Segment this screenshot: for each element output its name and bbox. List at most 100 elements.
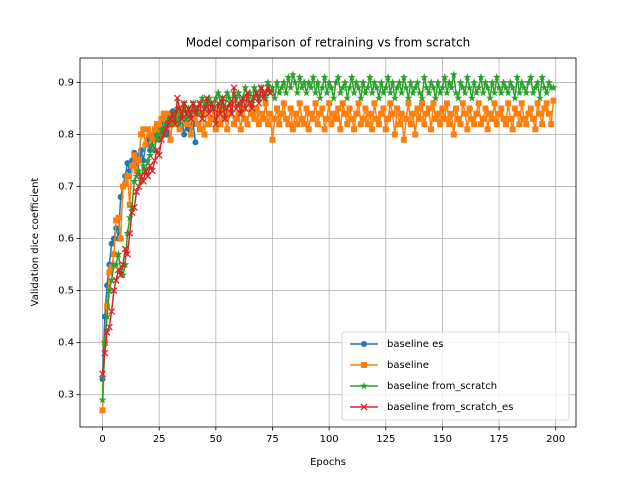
legend-box [341, 331, 570, 421]
point [140, 157, 147, 164]
point [99, 370, 107, 378]
point [291, 78, 300, 86]
series [99, 84, 274, 378]
point [194, 105, 202, 112]
point [514, 110, 521, 117]
point [158, 115, 165, 122]
point [341, 78, 349, 86]
point [107, 276, 116, 284]
point [212, 120, 220, 128]
point [474, 83, 483, 92]
point [128, 209, 136, 217]
point [317, 110, 324, 117]
point [264, 84, 272, 92]
point [201, 131, 208, 138]
point [253, 105, 260, 112]
point [361, 362, 367, 368]
point [360, 381, 368, 390]
point [520, 83, 528, 92]
point [146, 151, 155, 159]
point [462, 110, 469, 117]
point [416, 115, 423, 122]
point [371, 100, 378, 107]
series [98, 70, 558, 404]
point [336, 88, 345, 97]
point [504, 88, 513, 97]
point [502, 121, 509, 128]
point [307, 83, 315, 92]
point [125, 213, 134, 222]
point [314, 121, 321, 128]
point [441, 115, 448, 122]
point [396, 121, 403, 128]
point [288, 70, 297, 79]
point [198, 115, 206, 123]
point [108, 264, 115, 271]
point [140, 126, 147, 133]
point [214, 88, 223, 97]
point [248, 99, 257, 107]
point [507, 115, 514, 122]
point [318, 83, 327, 92]
point [298, 115, 305, 122]
point [480, 115, 487, 122]
point [419, 100, 426, 107]
point [128, 203, 136, 211]
point [386, 88, 395, 97]
point [153, 146, 161, 154]
point [487, 110, 494, 117]
point [237, 126, 244, 133]
point [450, 131, 457, 138]
point [394, 105, 401, 112]
point [532, 126, 539, 133]
point [162, 119, 170, 128]
point [162, 125, 170, 133]
point [393, 83, 402, 92]
point [266, 89, 274, 97]
point [527, 105, 534, 112]
point [103, 328, 111, 336]
point [117, 235, 124, 242]
y-tick-label: 0.4 [58, 338, 74, 349]
point [132, 171, 141, 180]
y-tick-label: 0.3 [58, 390, 74, 401]
point [365, 73, 374, 81]
x-tick-label: 25 [153, 434, 166, 445]
point [423, 110, 430, 117]
point [198, 93, 207, 102]
point [544, 78, 553, 86]
y-axis-label: Validation dice coefficient [30, 178, 41, 307]
point [321, 126, 328, 133]
point [449, 70, 458, 79]
point [135, 157, 142, 164]
point [273, 78, 282, 86]
point [133, 188, 140, 196]
point [186, 109, 195, 118]
point [404, 93, 413, 102]
point [310, 115, 317, 122]
point [326, 100, 333, 107]
point [370, 78, 379, 86]
point [212, 126, 219, 133]
point [157, 125, 166, 133]
point [389, 110, 396, 117]
point [323, 115, 330, 122]
point [464, 126, 471, 133]
point [157, 136, 165, 144]
point [260, 115, 267, 122]
point [225, 93, 234, 102]
point [167, 136, 174, 143]
point [115, 214, 122, 221]
point [406, 78, 415, 86]
point [522, 88, 531, 97]
point [261, 93, 270, 102]
point [359, 78, 368, 86]
point [211, 93, 220, 102]
point [431, 93, 440, 102]
point [377, 78, 386, 86]
point [380, 105, 387, 112]
point [187, 131, 194, 138]
point [280, 100, 287, 107]
point [110, 251, 117, 258]
point [476, 73, 485, 81]
